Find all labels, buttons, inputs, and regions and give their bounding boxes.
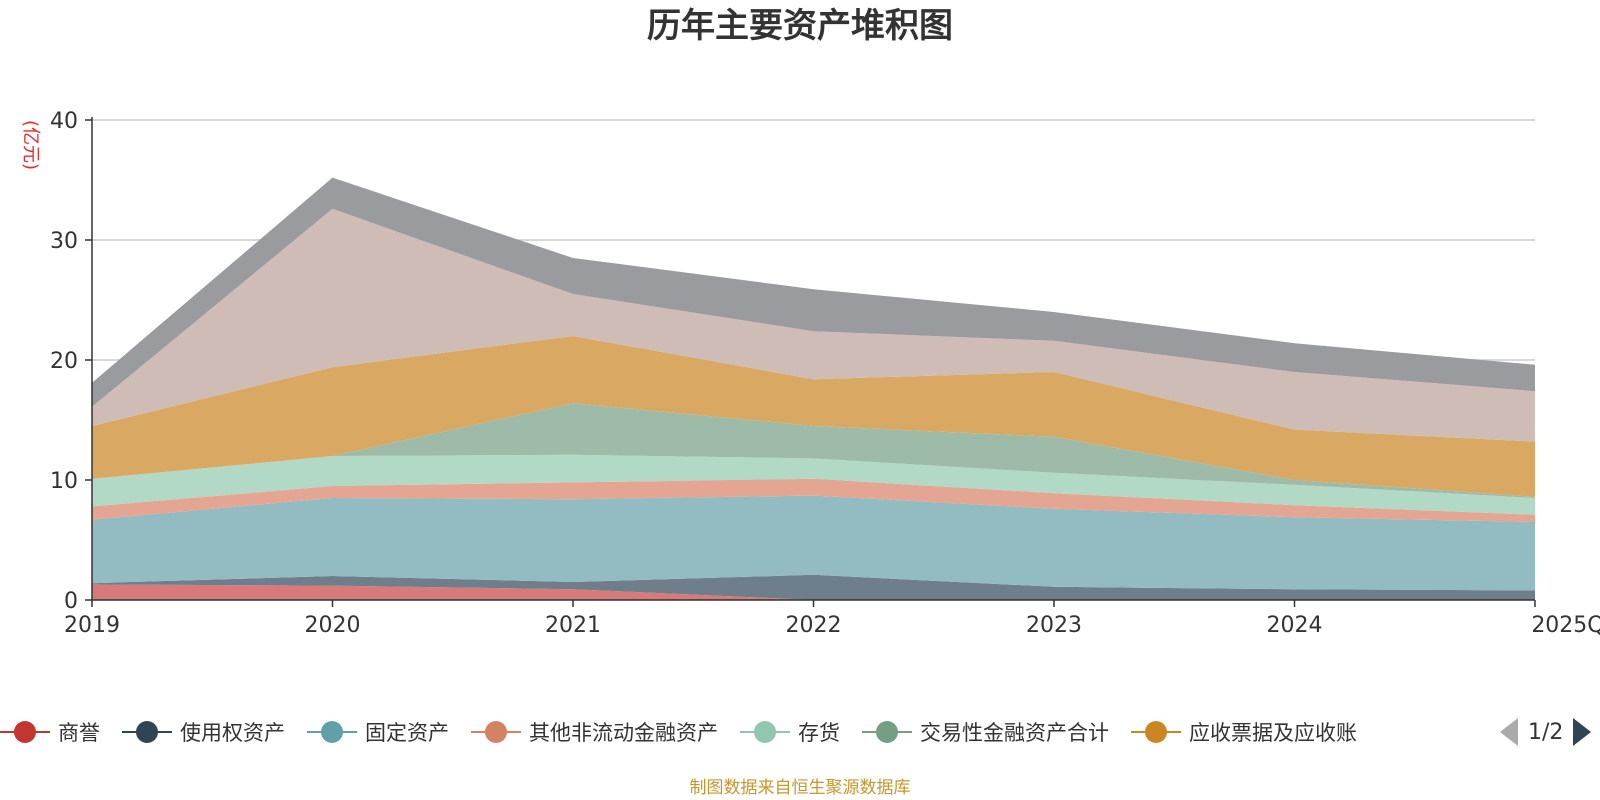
legend-item-3[interactable]: 其他非流动金融资产 bbox=[471, 717, 718, 747]
legend-item-5[interactable]: 交易性金融资产合计 bbox=[862, 717, 1109, 747]
legend-label: 存货 bbox=[798, 721, 840, 745]
area-series-0 bbox=[92, 584, 1535, 600]
pager-next-arrow-icon[interactable] bbox=[1573, 718, 1592, 746]
y-tick-label: 0 bbox=[64, 589, 78, 614]
x-tick-label: 2020 bbox=[305, 613, 361, 638]
legend-item-1[interactable]: 使用权资产 bbox=[122, 717, 285, 747]
legend-label: 应收票据及应收账 bbox=[1189, 721, 1357, 745]
area-series-2 bbox=[92, 495, 1535, 591]
y-tick-label: 20 bbox=[50, 349, 78, 374]
tick-labels: 0 10 20 30 40 2019 2020 2021 2022 2023 2024 2025Q1-… bbox=[20, 109, 1600, 638]
axes bbox=[85, 117, 1536, 607]
area-series-5 bbox=[92, 403, 1535, 498]
legend-label: 其他非流动金融资产 bbox=[529, 721, 718, 745]
y-tick-label: 40 bbox=[50, 109, 78, 134]
x-tick-label: 2022 bbox=[786, 613, 842, 638]
legend-label: 商誉 bbox=[58, 721, 100, 745]
legend-label: 固定资产 bbox=[365, 721, 449, 745]
x-tick-label: 2019 bbox=[64, 613, 120, 638]
y-axis-unit-label: (亿元) bbox=[20, 120, 41, 170]
y-tick-label: 30 bbox=[50, 229, 78, 254]
pager-count: 1/2 bbox=[1528, 719, 1564, 745]
legend: 商誉 使用权资产 固定资产 其他非流动金融资产 存货 交易性金融资产合计 应收票据及应收账 bbox=[0, 712, 1379, 752]
area-series-7 bbox=[92, 208, 1535, 442]
legend-item-2[interactable]: 固定资产 bbox=[307, 717, 449, 747]
pager-prev-arrow-icon[interactable] bbox=[1500, 718, 1518, 746]
legend-label: 交易性金融资产合计 bbox=[920, 721, 1109, 745]
legend-marker-icon bbox=[122, 718, 172, 746]
legend-marker-icon bbox=[862, 718, 912, 746]
x-tick-label: 2025Q1-Q3 bbox=[1531, 613, 1600, 638]
stacked-area-chart: 0 10 20 30 40 2019 2020 2021 2022 2023 2024 2025Q1-… bbox=[20, 109, 1600, 638]
x-tick-label: 2021 bbox=[545, 613, 601, 638]
area-series-4 bbox=[92, 454, 1535, 515]
legend-item-4[interactable]: 存货 bbox=[740, 717, 840, 747]
chart-title: 历年主要资产堆积图 bbox=[647, 6, 953, 46]
legend-label: 使用权资产 bbox=[180, 721, 285, 745]
source-note: 制图数据来自恒生聚源数据库 bbox=[689, 778, 911, 798]
area-series-3 bbox=[92, 478, 1535, 522]
area-layer bbox=[92, 177, 1535, 600]
area-series-6 bbox=[92, 336, 1535, 497]
legend-marker-icon bbox=[307, 718, 357, 746]
area-series-8 bbox=[92, 177, 1535, 407]
legend-marker-icon bbox=[471, 718, 521, 746]
legend-item-0[interactable]: 商誉 bbox=[0, 717, 100, 747]
x-tick-label: 2023 bbox=[1026, 613, 1082, 638]
legend-marker-icon bbox=[740, 718, 790, 746]
legend-item-6[interactable]: 应收票据及应收账 bbox=[1131, 717, 1357, 747]
x-tick-label: 2024 bbox=[1267, 613, 1323, 638]
area-series-1 bbox=[92, 574, 1535, 600]
y-tick-label: 10 bbox=[50, 469, 78, 494]
legend-marker-icon bbox=[1131, 718, 1181, 746]
legend-marker-icon bbox=[0, 718, 50, 746]
legend-pager: 1/2 bbox=[1500, 718, 1592, 746]
